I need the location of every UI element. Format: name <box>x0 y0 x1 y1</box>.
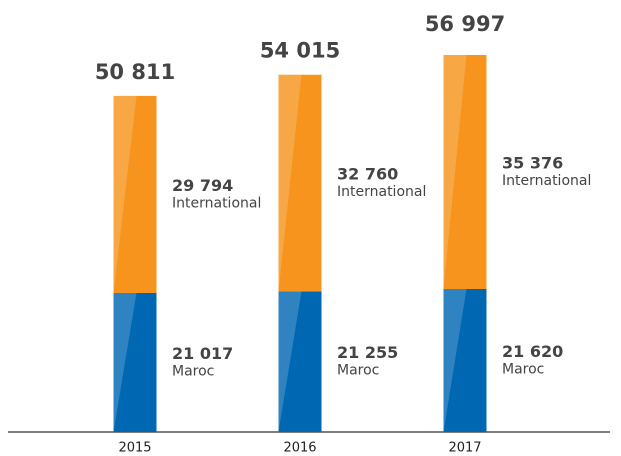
series-label: Maroc <box>172 363 214 379</box>
total-label: 54 015 <box>260 39 340 63</box>
series-label: International <box>172 195 261 211</box>
sheen <box>278 74 302 292</box>
x-tick-label: 2016 <box>283 441 316 456</box>
total-label: 56 997 <box>425 12 505 36</box>
value-label: 21 017 <box>172 344 233 363</box>
sheen <box>113 95 137 293</box>
x-tick-label: 2017 <box>448 441 481 456</box>
series-label: Maroc <box>337 363 379 379</box>
bar-segment <box>113 292 157 432</box>
sheen <box>443 55 467 289</box>
value-label: 21 255 <box>337 343 398 362</box>
bar-segment <box>113 95 157 293</box>
value-label: 35 376 <box>502 154 563 173</box>
total-label: 50 811 <box>95 60 175 84</box>
sheen <box>113 292 137 432</box>
series-label: International <box>502 173 591 189</box>
x-tick-label: 2015 <box>118 441 151 456</box>
series-label: Maroc <box>502 361 544 377</box>
bar-segment <box>443 288 487 432</box>
value-label: 32 760 <box>337 165 398 184</box>
sheen <box>278 291 302 432</box>
value-label: 21 620 <box>502 342 563 361</box>
bar-segment <box>278 74 322 292</box>
bar-segment <box>278 291 322 432</box>
value-label: 29 794 <box>172 176 233 195</box>
bar-segment <box>443 55 487 289</box>
sheen <box>443 288 467 432</box>
series-label: International <box>337 184 426 200</box>
